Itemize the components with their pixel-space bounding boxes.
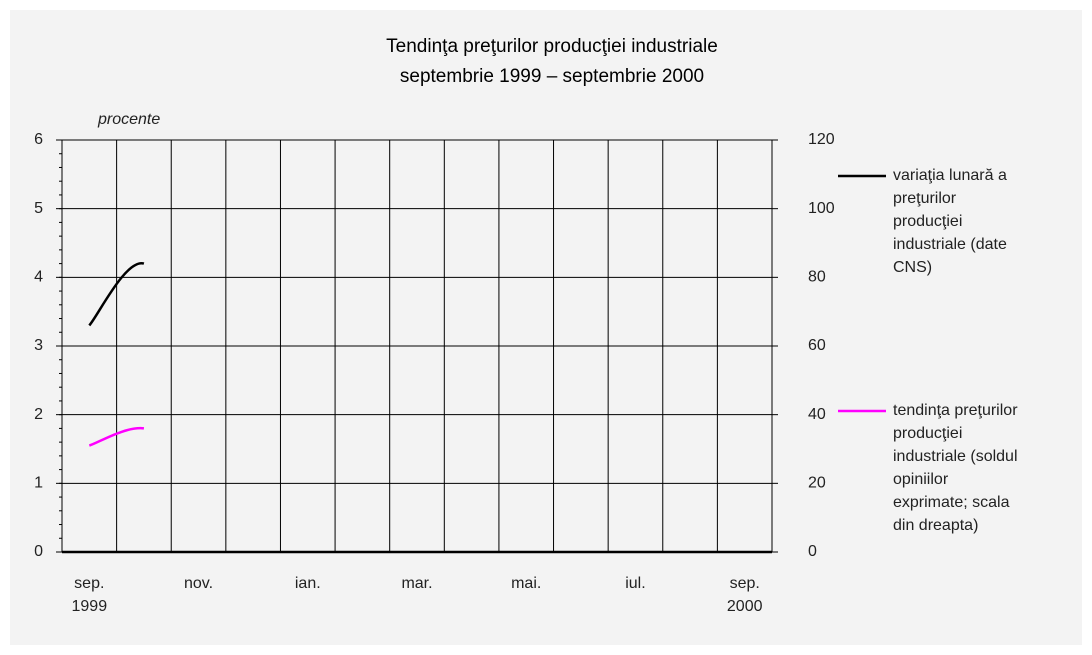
y2-tick-label: 80 bbox=[808, 269, 826, 286]
legend-label: variaţia lunară a preţurilor producţiei … bbox=[893, 167, 1007, 276]
y-tick-label: 5 bbox=[34, 200, 43, 217]
x-tick-label: nov. bbox=[184, 575, 214, 592]
y-axis-label: procente bbox=[97, 111, 160, 128]
y-tick-label: 6 bbox=[34, 131, 43, 148]
y2-tick-label: 40 bbox=[808, 406, 826, 423]
y2-tick-label: 100 bbox=[808, 200, 835, 217]
y-tick-label: 3 bbox=[34, 337, 43, 354]
chart-subtitle: septembrie 1999 – septembrie 2000 bbox=[400, 66, 704, 87]
legend-label: tendinţa preţurilor producţiei industria… bbox=[893, 402, 1018, 534]
y-tick-label: 2 bbox=[34, 406, 43, 423]
series-line bbox=[88, 262, 145, 327]
x-tick-label: mar. bbox=[401, 575, 433, 592]
y-tick-label: 4 bbox=[34, 269, 43, 286]
y-tick-label: 0 bbox=[34, 543, 43, 560]
x-tick-label: sep. 2000 bbox=[726, 575, 763, 615]
y-tick-label: 1 bbox=[34, 475, 43, 492]
y2-tick-label: 120 bbox=[808, 131, 835, 148]
x-tick-label: iul. bbox=[625, 575, 646, 592]
x-tick-label: sep. 1999 bbox=[71, 575, 108, 615]
y2-tick-label: 60 bbox=[808, 337, 826, 354]
x-tick-label: ian. bbox=[294, 575, 321, 592]
chart-title: Tendinţa preţurilor producţiei industria… bbox=[386, 36, 718, 57]
series-line bbox=[88, 427, 145, 447]
chart-panel bbox=[10, 10, 1082, 645]
y2-tick-label: 20 bbox=[808, 475, 826, 492]
x-tick-label: mai. bbox=[511, 575, 542, 592]
y2-tick-label: 0 bbox=[808, 543, 817, 560]
